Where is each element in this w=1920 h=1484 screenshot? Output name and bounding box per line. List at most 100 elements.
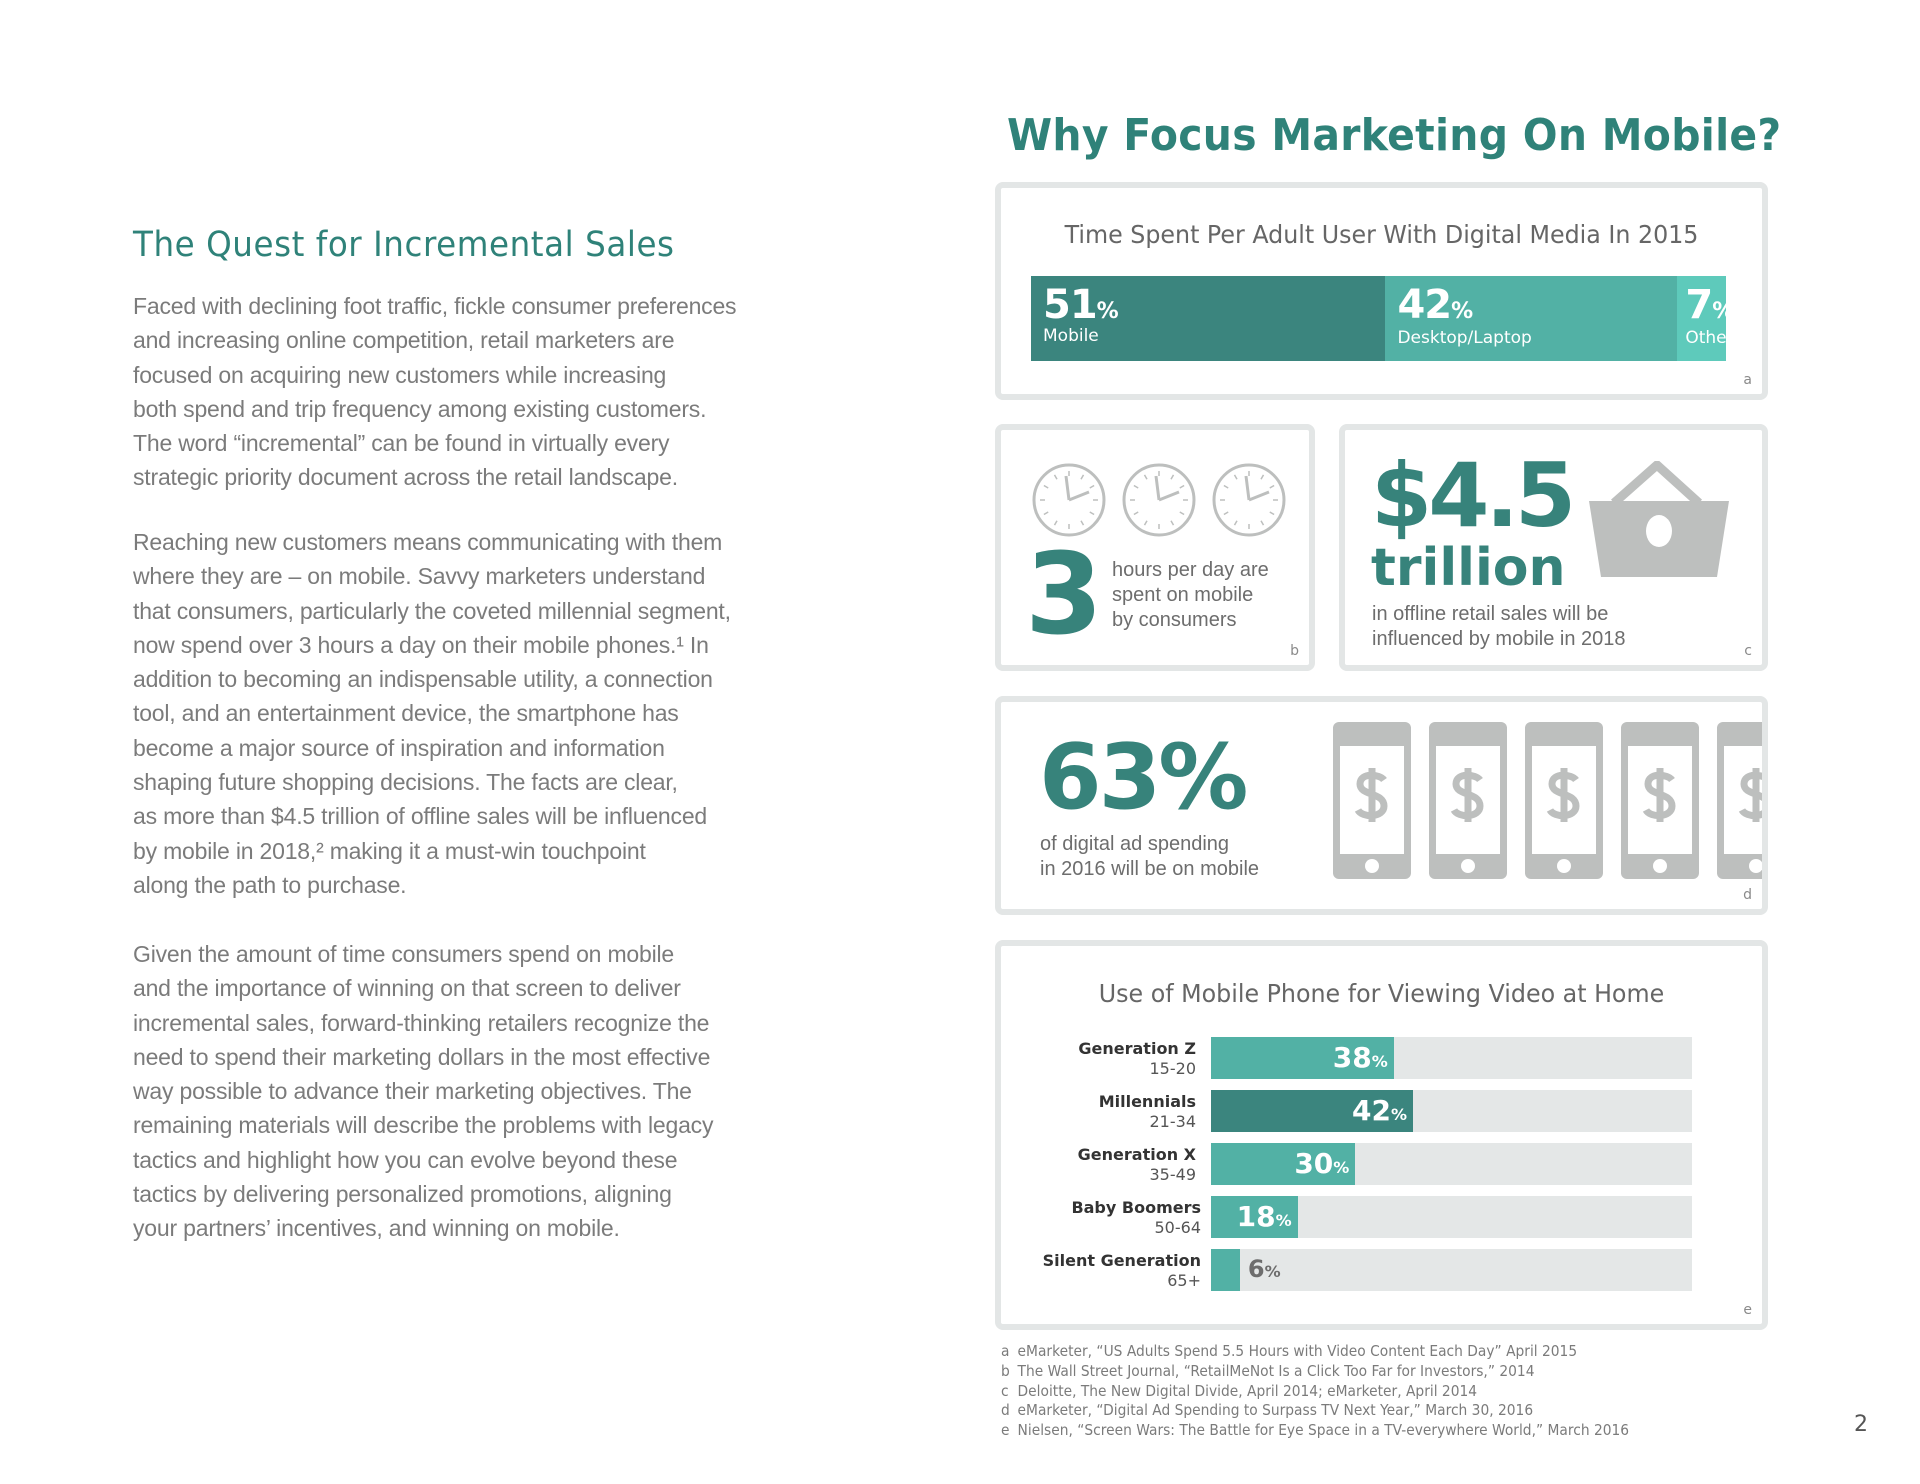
- bar-fill: [1211, 1249, 1240, 1291]
- paragraph-line: Faced with declining foot traffic, fickl…: [133, 293, 737, 319]
- source-marker: d: [1743, 887, 1752, 903]
- bar-age-range: 15-20: [1149, 1059, 1197, 1078]
- sales-text-line: influenced by mobile in 2018: [1372, 628, 1626, 650]
- sales-amount: $4.5: [1371, 444, 1576, 547]
- stacked-segment-mobile: 51% Mobile: [1031, 276, 1386, 361]
- footnote-letter: a: [1001, 1342, 1010, 1360]
- time-spent-card: Time Spent Per Adult User With Digital M…: [995, 182, 1768, 400]
- bar-age-range: 50-64: [1154, 1218, 1202, 1237]
- source-marker: c: [1744, 643, 1752, 659]
- hours-text-line: by consumers: [1112, 609, 1237, 631]
- paragraph-line: The word “incremental” can be found in v…: [133, 430, 670, 457]
- bar-track: 42%: [1211, 1090, 1692, 1132]
- footnote: b The Wall Street Journal, “RetailMeNot I…: [1001, 1362, 1629, 1382]
- paragraph-line: as more than $4.5 trillion of offline sa…: [133, 803, 708, 830]
- bar-value-unit: %: [1264, 1262, 1281, 1281]
- source-marker: a: [1743, 372, 1752, 388]
- segment-unit: %: [1096, 299, 1119, 324]
- paragraph: Faced with declining foot traffic, fickl…: [133, 289, 737, 495]
- stacked-segment-other: 7% Other: [1677, 276, 1734, 361]
- bar-value-label: 30%: [1294, 1147, 1349, 1180]
- bar-category: Baby Boomers: [1071, 1198, 1201, 1217]
- bar-value-label: 18%: [1237, 1200, 1292, 1233]
- footnote-text: Deloitte, The New Digital Divide, April …: [1017, 1381, 1478, 1400]
- bar-value-number: 38: [1332, 1041, 1372, 1074]
- time-spent-title: Time Spent Per Adult User With Digital M…: [1064, 220, 1699, 249]
- bar-row-label: Millennials 21-34: [1001, 1092, 1196, 1132]
- segment-value: 7%: [1685, 282, 1734, 328]
- footnote-letter: c: [1001, 1381, 1009, 1400]
- mobile-dollar-icon: [1717, 722, 1762, 879]
- paragraph-line: shaping future shopping decisions. The f…: [133, 769, 678, 796]
- paragraph-line: tool, and an entertainment device, the s…: [133, 700, 679, 727]
- mobile-dollar-icon: [1525, 722, 1603, 879]
- footnote-text: The Wall Street Journal, “RetailMeNot Is…: [1017, 1361, 1535, 1380]
- clock-icon: [1212, 463, 1286, 537]
- stacked-segment-desktop-laptop: 42% Desktop/Laptop: [1385, 276, 1678, 361]
- source-marker: b: [1290, 643, 1299, 659]
- paragraph-line: need to spend their marketing dollars in…: [133, 1043, 711, 1070]
- bar-fill: [1211, 1090, 1414, 1132]
- sales-text-line: in offline retail sales will be: [1372, 603, 1609, 625]
- bar-value-number: 6: [1247, 1255, 1265, 1283]
- footnote: a eMarketer, “US Adults Spend 5.5 Hours w…: [1001, 1342, 1629, 1362]
- bar-age-range: 65+: [1167, 1271, 1201, 1290]
- segment-value-number: 42: [1397, 282, 1452, 328]
- segment-label: Desktop/Laptop: [1397, 328, 1532, 348]
- paragraph: Reaching new customers means communicati…: [133, 525, 731, 902]
- bar-value-label: 42%: [1352, 1094, 1407, 1127]
- bar-value-number: 30: [1294, 1147, 1334, 1180]
- footnote-text: eMarketer, “US Adults Spend 5.5 Hours wi…: [1017, 1342, 1578, 1360]
- footnote-letter: b: [1001, 1361, 1010, 1380]
- infographic-title: Why Focus Marketing On Mobile?: [1007, 110, 1782, 161]
- paragraph-line: by mobile in 2018,² making it a must-win…: [133, 837, 646, 864]
- segment-value: 42%: [1397, 282, 1473, 328]
- footnote-letter: e: [1001, 1421, 1010, 1440]
- paragraph-line: become a major source of inspiration and…: [133, 734, 665, 761]
- bar-row-label: Generation X 35-49: [1001, 1145, 1196, 1185]
- segment-label: Mobile: [1043, 326, 1099, 346]
- ad-spending-text: of digital ad spending in 2016 will be o…: [1040, 832, 1259, 882]
- bar-category: Generation Z: [1078, 1039, 1196, 1058]
- paragraph-line: tactics by delivering personalized promo…: [133, 1181, 672, 1208]
- paragraph-line: incremental sales, forward-thinking reta…: [133, 1009, 710, 1036]
- paragraph-line: both spend and trip frequency among exis…: [133, 395, 707, 422]
- paragraph-line: Given the amount of time consumers spend…: [133, 941, 675, 967]
- phone-icons: [1333, 722, 1762, 882]
- bar-category: Silent Generation: [1042, 1251, 1201, 1270]
- footnote-letter: d: [1001, 1401, 1010, 1420]
- footnote-text: Nielsen, “Screen Wars: The Battle for Ey…: [1017, 1421, 1630, 1440]
- video-usage-title: Use of Mobile Phone for Viewing Video at…: [1098, 979, 1665, 1008]
- video-usage-chart: Generation Z 15-20 38% Millennials 21-34 42% G…: [1001, 1037, 1761, 1307]
- shopping-basket-icon: [1589, 461, 1729, 577]
- bar-value-number: 18: [1236, 1200, 1276, 1233]
- bar-fill: [1211, 1196, 1298, 1238]
- ad-spending-number: 63%: [1039, 725, 1248, 830]
- hours-number: 3: [1025, 530, 1103, 660]
- paragraph-line: along the path to purchase.: [133, 871, 407, 898]
- paragraph-line: where they are – on mobile. Savvy market…: [133, 563, 706, 590]
- bar-value-unit: %: [1391, 1105, 1408, 1124]
- paragraph-line: that consumers, particularly the coveted…: [133, 597, 731, 624]
- paragraph: Given the amount of time consumers spend…: [133, 937, 713, 1246]
- bar-category: Generation X: [1077, 1145, 1196, 1164]
- time-spent-stacked-bar: 51% Mobile 42% Desktop/Laptop 7% Other: [1031, 276, 1734, 361]
- ad-text-line: of digital ad spending: [1040, 833, 1230, 855]
- paragraph-line: way possible to advance their marketing …: [133, 1078, 692, 1105]
- footnote: d eMarketer, “Digital Ad Spending to Surp…: [1001, 1401, 1629, 1421]
- paragraph-line: Reaching new customers means communicati…: [133, 529, 723, 555]
- bar-value-label: 6%: [1248, 1255, 1281, 1283]
- bar-track: 38%: [1211, 1037, 1692, 1079]
- segment-label: Other: [1685, 328, 1734, 348]
- segment-value-number: 51: [1043, 282, 1098, 328]
- bar-row-label: Baby Boomers 50-64: [1001, 1198, 1201, 1238]
- bar-track: 18%: [1211, 1196, 1692, 1238]
- hours-text: hours per day are spent on mobile by con…: [1112, 558, 1269, 633]
- mobile-dollar-icon: [1429, 722, 1507, 879]
- clock-icons: [1031, 462, 1291, 542]
- bar-value-unit: %: [1275, 1211, 1292, 1230]
- section-heading: The Quest for Incremental Sales: [133, 225, 675, 265]
- ad-spending-card: 63% of digital ad spending in 2016 will …: [995, 696, 1768, 915]
- mobile-dollar-icon: [1621, 722, 1699, 879]
- clock-icon: [1032, 463, 1106, 537]
